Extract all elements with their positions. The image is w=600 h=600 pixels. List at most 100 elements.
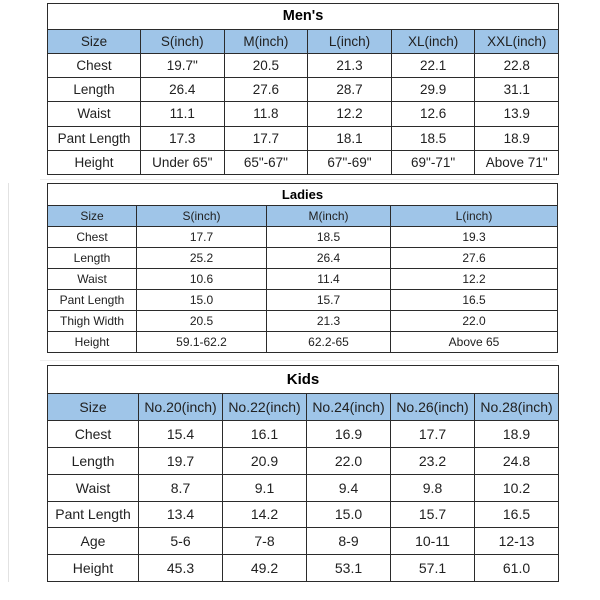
row-label: Pant Length bbox=[47, 500, 139, 529]
ladies-column-header: Size bbox=[47, 205, 137, 228]
value-cell: 59.1-62.2 bbox=[136, 330, 267, 354]
kids-column-header: No.26(inch) bbox=[390, 393, 475, 422]
value-cell: Above 65 bbox=[390, 330, 558, 354]
value-cell: 12.6 bbox=[390, 101, 476, 127]
ladies-size-table: Ladies Size S(inch) M(inch) L(inch) Chest 17.7… bbox=[47, 182, 558, 354]
row-label: Thigh Width bbox=[47, 310, 137, 332]
value-cell: 29.9 bbox=[390, 77, 476, 103]
table-title-row: Kids bbox=[46, 364, 560, 395]
row-label: Waist bbox=[47, 268, 137, 291]
table-row: Height 59.1-62.2 62.2-65 Above 65 bbox=[47, 330, 558, 354]
value-cell: 16.1 bbox=[222, 420, 307, 448]
table-row: Length 19.7 20.9 22.0 23.2 24.8 bbox=[47, 446, 560, 475]
mens-size-table: Men's Size S(inch) M(inch) L(inch) XL(inch) XX… bbox=[46, 3, 560, 176]
value-cell: 21.3 bbox=[307, 52, 392, 79]
row-label: Chest bbox=[47, 52, 141, 79]
value-cell: Under 65" bbox=[140, 149, 225, 176]
value-cell: 8-9 bbox=[306, 527, 391, 556]
value-cell: 69"-71" bbox=[390, 149, 476, 176]
row-label: Age bbox=[47, 527, 139, 556]
background-gridline bbox=[8, 183, 9, 582]
value-cell: 53.1 bbox=[306, 554, 391, 582]
value-cell: 45.3 bbox=[138, 554, 223, 582]
background-gridline bbox=[40, 179, 557, 180]
value-cell: 65"-67" bbox=[223, 149, 309, 176]
value-cell: 26.4 bbox=[266, 247, 391, 270]
value-cell: 16.5 bbox=[473, 500, 560, 529]
ladies-column-header: L(inch) bbox=[390, 205, 558, 228]
value-cell: 31.1 bbox=[474, 77, 560, 103]
value-cell: 17.7 bbox=[390, 420, 475, 448]
table-title-row: Men's bbox=[46, 3, 560, 30]
value-cell: 17.7 bbox=[223, 125, 309, 151]
value-cell: 23.2 bbox=[390, 446, 475, 475]
table-header-row: Size S(inch) M(inch) L(inch) XL(inch) XXL(inc… bbox=[47, 28, 560, 54]
row-label: Chest bbox=[47, 226, 137, 249]
value-cell: 17.3 bbox=[140, 125, 225, 151]
background-gridline bbox=[40, 360, 557, 361]
row-label: Length bbox=[47, 247, 137, 270]
table-row: Chest 19.7" 20.5 21.3 22.1 22.8 bbox=[47, 52, 560, 79]
value-cell: 22.1 bbox=[390, 52, 476, 79]
value-cell: 16.9 bbox=[306, 420, 391, 448]
value-cell: 19.3 bbox=[390, 226, 558, 249]
row-label: Height bbox=[47, 149, 141, 176]
value-cell: 13.9 bbox=[474, 101, 560, 127]
table-header-row: Size S(inch) M(inch) L(inch) bbox=[47, 205, 558, 228]
kids-column-header: Size bbox=[47, 393, 139, 422]
value-cell: 15.7 bbox=[390, 500, 475, 529]
kids-column-header: No.24(inch) bbox=[306, 393, 391, 422]
value-cell: 22.0 bbox=[390, 310, 558, 332]
value-cell: 22.8 bbox=[474, 52, 560, 79]
value-cell: 10.6 bbox=[136, 268, 267, 291]
mens-column-header: L(inch) bbox=[307, 28, 392, 54]
kids-column-header: No.22(inch) bbox=[222, 393, 307, 422]
value-cell: 61.0 bbox=[473, 554, 560, 582]
table-row: Waist 10.6 11.4 12.2 bbox=[47, 268, 558, 291]
row-label: Waist bbox=[47, 473, 139, 502]
table-row: Thigh Width 20.5 21.3 22.0 bbox=[47, 310, 558, 332]
kids-column-header: No.20(inch) bbox=[138, 393, 223, 422]
mens-column-header: S(inch) bbox=[140, 28, 225, 54]
value-cell: 12.2 bbox=[307, 101, 392, 127]
value-cell: 67"-69" bbox=[307, 149, 392, 176]
value-cell: 10-11 bbox=[390, 527, 475, 556]
value-cell: 24.8 bbox=[473, 446, 560, 475]
value-cell: 28.7 bbox=[307, 77, 392, 103]
row-label: Height bbox=[47, 330, 137, 354]
table-row: Pant Length 13.4 14.2 15.0 15.7 16.5 bbox=[47, 500, 560, 529]
table-row: Height Under 65" 65"-67" 67"-69" 69"-71" Abov… bbox=[47, 149, 560, 176]
mens-column-header: Size bbox=[47, 28, 141, 54]
value-cell: 18.9 bbox=[474, 125, 560, 151]
value-cell: 17.7 bbox=[136, 226, 267, 249]
row-label: Pant Length bbox=[47, 289, 137, 312]
value-cell: 8.7 bbox=[138, 473, 223, 502]
value-cell: 20.9 bbox=[222, 446, 307, 475]
ladies-column-header: M(inch) bbox=[266, 205, 391, 228]
row-label: Length bbox=[47, 77, 141, 103]
value-cell: 49.2 bbox=[222, 554, 307, 582]
mens-column-header: M(inch) bbox=[223, 28, 309, 54]
table-row: Pant Length 15.0 15.7 16.5 bbox=[47, 289, 558, 312]
table-row: Waist 8.7 9.1 9.4 9.8 10.2 bbox=[47, 473, 560, 502]
table-row: Length 26.4 27.6 28.7 29.9 31.1 bbox=[47, 77, 560, 103]
mens-column-header: XXL(inch) bbox=[474, 28, 560, 54]
value-cell: Above 71" bbox=[474, 149, 560, 176]
value-cell: 25.2 bbox=[136, 247, 267, 270]
table-row: Pant Length 17.3 17.7 18.1 18.5 18.9 bbox=[47, 125, 560, 151]
row-label: Pant Length bbox=[47, 125, 141, 151]
value-cell: 57.1 bbox=[390, 554, 475, 582]
value-cell: 22.0 bbox=[306, 446, 391, 475]
table-row: Chest 17.7 18.5 19.3 bbox=[47, 226, 558, 249]
value-cell: 18.1 bbox=[307, 125, 392, 151]
mens-column-header: XL(inch) bbox=[390, 28, 476, 54]
value-cell: 20.5 bbox=[223, 52, 309, 79]
value-cell: 5-6 bbox=[138, 527, 223, 556]
value-cell: 12-13 bbox=[473, 527, 560, 556]
table-header-row: Size No.20(inch) No.22(inch) No.24(inch) No.… bbox=[47, 393, 560, 422]
kids-column-header: No.28(inch) bbox=[473, 393, 560, 422]
table-row: Waist 11.1 11.8 12.2 12.6 13.9 bbox=[47, 101, 560, 127]
value-cell: 11.1 bbox=[140, 101, 225, 127]
value-cell: 14.2 bbox=[222, 500, 307, 529]
